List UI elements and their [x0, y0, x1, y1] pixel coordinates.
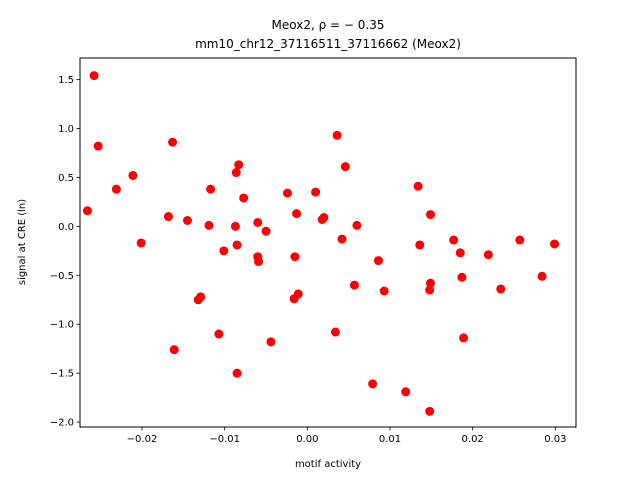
data-point: [232, 368, 242, 378]
data-point: [230, 221, 240, 231]
data-point: [136, 238, 146, 248]
data-point: [459, 333, 469, 343]
y-tick-label: −1.5: [50, 369, 74, 380]
data-point: [219, 246, 229, 256]
x-tick-label: 0.02: [462, 434, 484, 445]
data-point: [368, 379, 378, 389]
chart-title-line2: mm10_chr12_37116511_37116662 (Meox2): [195, 37, 461, 51]
data-point: [254, 257, 264, 267]
x-tick-label: −0.01: [209, 434, 240, 445]
data-point: [234, 160, 244, 170]
data-point: [128, 170, 138, 180]
data-point: [425, 406, 435, 416]
data-point: [311, 187, 321, 197]
plot-frame: [79, 57, 577, 428]
data-point: [332, 130, 342, 140]
data-point: [401, 387, 411, 397]
data-point: [169, 345, 179, 355]
y-tick-label: 1.0: [58, 124, 74, 135]
y-tick-label: 1.5: [58, 75, 74, 86]
data-point: [292, 209, 302, 219]
data-point: [340, 162, 350, 172]
data-point: [239, 193, 249, 203]
data-point: [261, 226, 271, 236]
data-point: [455, 248, 465, 258]
data-point: [231, 168, 241, 178]
x-tick-label: 0.03: [544, 434, 566, 445]
y-tick-label: −0.5: [50, 271, 74, 282]
data-point: [515, 235, 525, 245]
data-point: [82, 206, 92, 216]
x-axis: −0.02 −0.01 0.00 0.01 0.02 0.03: [127, 427, 566, 445]
y-tick-label: −2.0: [50, 418, 74, 429]
data-point: [449, 235, 459, 245]
chart-title-line1: Meox2, ρ = − 0.35: [272, 18, 385, 32]
data-point: [266, 337, 276, 347]
y-tick-label: 0.5: [58, 173, 74, 184]
x-tick-label: 0.00: [296, 434, 318, 445]
data-point: [496, 284, 506, 294]
data-point: [425, 285, 435, 295]
data-point: [206, 184, 216, 194]
data-point: [349, 280, 359, 290]
data-point: [330, 327, 340, 337]
y-axis: −2.0 −1.5 −1.0 −0.5 0.0 0.5 1.0 1.5: [50, 75, 80, 429]
data-point: [537, 271, 547, 281]
points-layer: [82, 71, 560, 416]
data-point: [337, 234, 347, 244]
data-point: [253, 217, 263, 227]
data-point: [319, 213, 329, 223]
data-point: [204, 220, 214, 230]
data-point: [163, 212, 173, 222]
data-point: [426, 278, 436, 288]
data-point: [93, 141, 103, 151]
data-point: [415, 240, 425, 250]
data-point: [182, 215, 192, 225]
x-tick-label: −0.02: [127, 434, 158, 445]
data-point: [550, 239, 560, 249]
x-axis-label: motif activity: [295, 459, 361, 470]
data-point: [379, 286, 389, 296]
y-tick-label: −1.0: [50, 320, 74, 331]
y-tick-label: 0.0: [58, 222, 74, 233]
data-point: [483, 250, 493, 260]
data-point: [111, 184, 121, 194]
data-point: [457, 272, 467, 282]
data-point: [352, 220, 362, 230]
data-point: [373, 256, 383, 266]
y-axis-label: signal at CRE (ln): [17, 199, 28, 285]
data-point: [290, 252, 300, 262]
data-point: [413, 181, 423, 191]
data-point: [293, 289, 303, 299]
data-point: [89, 71, 99, 81]
data-point: [282, 188, 292, 198]
data-point: [196, 292, 206, 302]
x-tick-label: 0.01: [379, 434, 401, 445]
data-point: [168, 137, 178, 147]
data-point: [426, 210, 436, 220]
data-point: [214, 329, 224, 339]
data-point: [232, 240, 242, 250]
